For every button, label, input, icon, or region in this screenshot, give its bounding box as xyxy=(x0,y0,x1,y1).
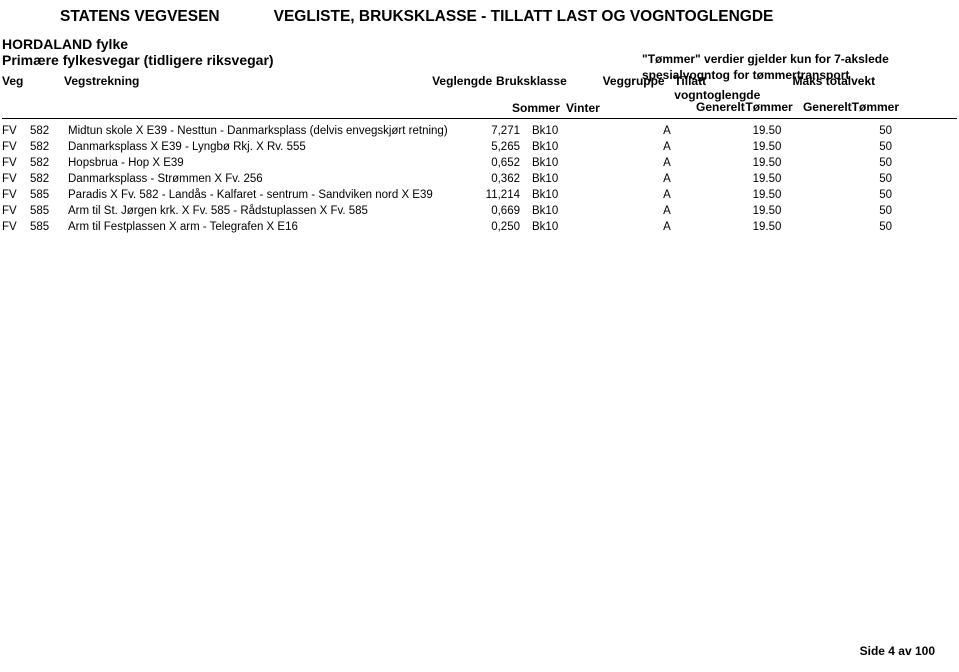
cell-name: Danmarksplass - Strømmen X Fv. 256 xyxy=(68,171,464,187)
cell-maks: 50 xyxy=(822,171,892,187)
cell-maks: 50 xyxy=(822,123,892,139)
cell-num: 585 xyxy=(30,187,68,203)
cell-num: 585 xyxy=(30,203,68,219)
cell-num: 582 xyxy=(30,139,68,155)
cell-fv: FV xyxy=(2,139,30,155)
note-line-2: spesialvogntog for tømmertransport xyxy=(642,68,922,84)
col-sommer: Sommer xyxy=(512,101,566,115)
cell-fv: FV xyxy=(2,219,30,235)
cell-len: 5,265 xyxy=(464,139,532,155)
table-row: FV585Arm til St. Jørgen krk. X Fv. 585 -… xyxy=(2,203,892,219)
cell-num: 582 xyxy=(30,123,68,139)
cell-name: Paradis X Fv. 582 - Landås - Kalfaret - … xyxy=(68,187,464,203)
cell-maks: 50 xyxy=(822,155,892,171)
cell-num: 585 xyxy=(30,219,68,235)
agency-name: STATENS VEGVESEN xyxy=(60,8,220,26)
cell-len: 0,362 xyxy=(464,171,532,187)
cell-num: 582 xyxy=(30,171,68,187)
cell-bk: Bk10 xyxy=(532,187,622,203)
table-row: FV585Paradis X Fv. 582 - Landås - Kalfar… xyxy=(2,187,892,203)
cell-len: 7,271 xyxy=(464,123,532,139)
cell-maks: 50 xyxy=(822,187,892,203)
cell-tillatt: 19.50 xyxy=(712,203,822,219)
cell-bk: Bk10 xyxy=(532,139,622,155)
cell-grp: A xyxy=(622,187,712,203)
cell-len: 11,214 xyxy=(464,187,532,203)
note-line-1: "Tømmer" verdier gjelder kun for 7-aksle… xyxy=(642,52,922,68)
cell-maks: 50 xyxy=(822,139,892,155)
page-footer: Side 4 av 100 xyxy=(860,644,935,658)
cell-maks: 50 xyxy=(822,203,892,219)
road-table: FV582Midtun skole X E39 - Nesttun - Danm… xyxy=(2,123,892,235)
cell-bk: Bk10 xyxy=(532,203,622,219)
table-row: FV582Danmarksplass - Strømmen X Fv. 2560… xyxy=(2,171,892,187)
col-veg: Veg xyxy=(2,74,64,102)
table-row: FV582Danmarksplass X E39 - Lyngbø Rkj. X… xyxy=(2,139,892,155)
col-generelt-2: Generelt xyxy=(803,100,852,114)
region-label: HORDALAND fylke xyxy=(2,36,899,52)
cell-grp: A xyxy=(622,219,712,235)
cell-fv: FV xyxy=(2,187,30,203)
document-title: VEGLISTE, BRUKSKLASSE - TILLATT LAST OG … xyxy=(274,8,774,26)
cell-tillatt: 19.50 xyxy=(712,139,822,155)
cell-len: 0,669 xyxy=(464,203,532,219)
cell-bk: Bk10 xyxy=(532,171,622,187)
subheader-row-2: Generelt Tømmer Generelt Tømmer xyxy=(2,100,899,114)
cell-tillatt: 19.50 xyxy=(712,155,822,171)
col-tommer-1: Tømmer xyxy=(745,100,803,114)
cell-tillatt: 19.50 xyxy=(712,187,822,203)
cell-name: Midtun skole X E39 - Nesttun - Danmarksp… xyxy=(68,123,464,139)
col-generelt-1: Generelt xyxy=(696,100,745,114)
cell-tillatt: 19.50 xyxy=(712,171,822,187)
cell-fv: FV xyxy=(2,155,30,171)
cell-grp: A xyxy=(622,203,712,219)
cell-grp: A xyxy=(622,171,712,187)
cell-fv: FV xyxy=(2,123,30,139)
cell-len: 0,652 xyxy=(464,155,532,171)
col-tommer-2: Tømmer xyxy=(852,100,899,114)
cell-name: Danmarksplass X E39 - Lyngbø Rkj. X Rv. … xyxy=(68,139,464,155)
col-klasse: Bruksklasse xyxy=(496,74,603,102)
cell-len: 0,250 xyxy=(464,219,532,235)
cell-fv: FV xyxy=(2,203,30,219)
cell-tillatt: 19.50 xyxy=(712,123,822,139)
cell-grp: A xyxy=(622,155,712,171)
cell-bk: Bk10 xyxy=(532,155,622,171)
cell-bk: Bk10 xyxy=(532,219,622,235)
col-lengde: Veglengde xyxy=(432,74,496,102)
cell-name: Hopsbrua - Hop X E39 xyxy=(68,155,464,171)
col-vinter: Vinter xyxy=(566,101,626,115)
cell-tillatt: 19.50 xyxy=(712,219,822,235)
cell-grp: A xyxy=(622,123,712,139)
cell-bk: Bk10 xyxy=(532,123,622,139)
divider-line xyxy=(2,118,957,119)
cell-maks: 50 xyxy=(822,219,892,235)
table-row: FV582Hopsbrua - Hop X E390,652Bk10A19.50… xyxy=(2,155,892,171)
cell-grp: A xyxy=(622,139,712,155)
cell-name: Arm til St. Jørgen krk. X Fv. 585 - Råds… xyxy=(68,203,464,219)
col-strekning: Vegstrekning xyxy=(64,74,432,102)
table-row: FV582Midtun skole X E39 - Nesttun - Danm… xyxy=(2,123,892,139)
cell-num: 582 xyxy=(30,155,68,171)
note-block: "Tømmer" verdier gjelder kun for 7-aksle… xyxy=(642,52,922,83)
title-row: STATENS VEGVESEN VEGLISTE, BRUKSKLASSE -… xyxy=(60,0,899,26)
cell-fv: FV xyxy=(2,171,30,187)
cell-name: Arm til Festplassen X arm - Telegrafen X… xyxy=(68,219,464,235)
table-row: FV585Arm til Festplassen X arm - Telegra… xyxy=(2,219,892,235)
